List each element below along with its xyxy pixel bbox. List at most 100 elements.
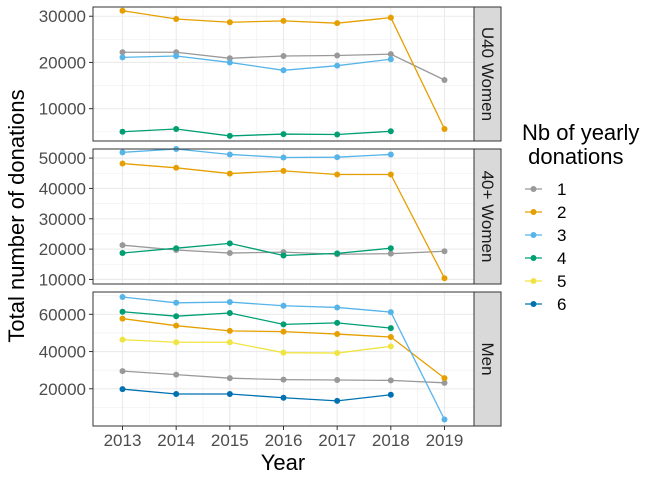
legend-key-point (530, 232, 537, 238)
data-point (334, 319, 341, 326)
data-point (280, 302, 287, 309)
data-point (387, 343, 394, 350)
data-point (226, 390, 233, 397)
data-point (226, 170, 233, 177)
data-point (119, 7, 126, 14)
x-tick-label: 2014 (157, 431, 195, 450)
x-tick-label: 2013 (104, 431, 142, 450)
data-point (334, 397, 341, 404)
data-point (334, 131, 341, 138)
series-5 (119, 336, 394, 357)
y-tick-label: 40000 (39, 179, 86, 198)
data-point (119, 242, 126, 249)
data-point (280, 321, 287, 328)
data-point (441, 77, 448, 84)
data-point (173, 339, 180, 346)
x-tick-label: 2017 (318, 431, 356, 450)
data-point (226, 19, 233, 26)
panel-2: 10000 20000 30000 40000 50000 40+ Women (39, 146, 502, 289)
series-2 (119, 160, 448, 282)
data-point (280, 67, 287, 74)
data-point (280, 394, 287, 401)
facet-strip-label: Men (478, 342, 497, 375)
legend-item-4: 4 (525, 249, 566, 268)
legend-item-1: 1 (525, 180, 566, 199)
data-point (226, 151, 233, 158)
data-point (119, 315, 126, 322)
legend-key-point (530, 255, 537, 261)
series-3 (119, 52, 394, 74)
data-point (119, 294, 126, 301)
data-point (119, 336, 126, 343)
legend-key-point (530, 278, 537, 284)
series-line (122, 55, 391, 71)
data-point (226, 339, 233, 346)
series-6 (119, 386, 394, 404)
data-point (226, 327, 233, 334)
data-point (226, 240, 233, 247)
data-point (280, 131, 287, 138)
data-point (441, 416, 448, 423)
legend-label: 3 (557, 226, 566, 245)
data-point (173, 245, 180, 252)
y-tick-label: 20000 (39, 240, 86, 259)
legend-item-5: 5 (525, 272, 566, 291)
panel-3: 20000 40000 60000 Men (39, 291, 502, 427)
data-point (334, 62, 341, 69)
data-point (173, 390, 180, 397)
legend-item-2: 2 (525, 203, 566, 222)
facet-strip (473, 291, 502, 427)
legend-key-point (530, 209, 537, 215)
facet-strip-label: 40+ Women (478, 171, 497, 263)
y-tick-label: 20000 (39, 53, 86, 72)
y-tick-label: 30000 (39, 7, 86, 26)
legend-label: 6 (557, 295, 566, 314)
series-1 (119, 368, 448, 386)
data-point (119, 160, 126, 167)
data-point (387, 56, 394, 63)
series-line (122, 338, 391, 354)
data-point (280, 252, 287, 259)
y-tick-label: 30000 (39, 210, 86, 229)
data-point (280, 167, 287, 174)
legend: Nb of yearly donations 1 2 3 4 5 6 (522, 120, 639, 314)
panels: 10000 20000 30000 U40 Women 10000 20000 30000 4… (39, 6, 502, 427)
data-point (173, 125, 180, 132)
data-point (334, 331, 341, 338)
facet-strip-label: U40 Women (478, 27, 497, 121)
data-point (334, 52, 341, 59)
data-point (280, 52, 287, 59)
data-point (441, 125, 448, 132)
data-point (226, 132, 233, 139)
y-tick-label: 10000 (39, 270, 86, 289)
series-2 (119, 315, 448, 382)
data-point (441, 275, 448, 282)
data-point (173, 52, 180, 59)
data-point (334, 171, 341, 178)
y-tick-label: 60000 (39, 305, 86, 324)
data-point (226, 375, 233, 382)
data-point (387, 325, 394, 332)
data-point (334, 154, 341, 161)
legend-label: 1 (557, 180, 566, 199)
data-point (226, 250, 233, 257)
legend-item-6: 6 (525, 295, 566, 314)
legend-label: 5 (557, 272, 566, 291)
data-point (387, 334, 394, 341)
y-tick-label: 50000 (39, 149, 86, 168)
data-point (173, 322, 180, 329)
legend-key-point (530, 301, 537, 307)
data-point (387, 245, 394, 252)
data-point (280, 349, 287, 356)
data-point (119, 128, 126, 135)
series-line (122, 311, 391, 329)
data-point (441, 379, 448, 386)
legend-label: 2 (557, 203, 566, 222)
data-point (119, 149, 126, 156)
data-point (441, 375, 448, 382)
data-point (226, 55, 233, 62)
x-tick-label: 2015 (211, 431, 249, 450)
series-3 (119, 294, 448, 423)
legend-item-3: 3 (525, 226, 566, 245)
